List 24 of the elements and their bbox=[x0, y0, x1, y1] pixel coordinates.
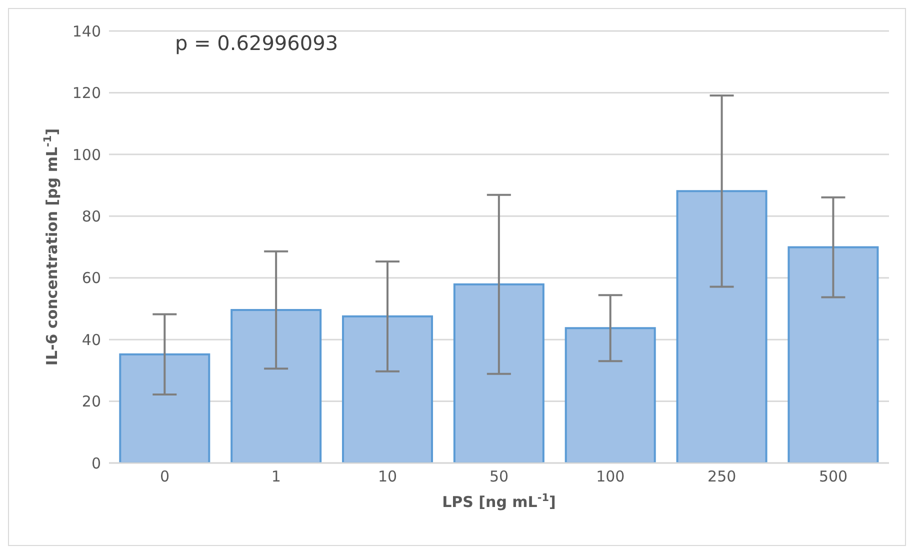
x-tick-label: 0 bbox=[160, 468, 170, 486]
y-tick-label: 140 bbox=[72, 22, 101, 40]
y-tick-label: 60 bbox=[82, 269, 101, 288]
x-tick-label: 250 bbox=[708, 468, 736, 486]
bar bbox=[342, 315, 433, 463]
y-tick-label: 20 bbox=[82, 392, 101, 411]
bar bbox=[564, 327, 656, 463]
bar bbox=[230, 308, 322, 463]
x-tick-label: 1 bbox=[271, 468, 281, 486]
x-axis-title: LPS [ng mL$^{-1}$] bbox=[442, 492, 556, 511]
x-tick-label: 10 bbox=[378, 468, 398, 486]
bar bbox=[119, 353, 210, 463]
x-tick-label: 500 bbox=[818, 468, 848, 486]
y-tick-label: 80 bbox=[82, 207, 101, 226]
bar bbox=[676, 190, 768, 463]
bar bbox=[788, 246, 879, 463]
x-tick-label: 50 bbox=[489, 468, 509, 486]
y-tick-label: 0 bbox=[91, 454, 101, 472]
x-tick-label: 100 bbox=[596, 468, 625, 486]
y-tick-label: 100 bbox=[72, 146, 101, 164]
y-tick-label: 40 bbox=[82, 330, 101, 349]
bar bbox=[453, 283, 544, 463]
annotation: p = 0.62996093 bbox=[175, 31, 338, 55]
y-tick-label: 120 bbox=[72, 84, 101, 102]
